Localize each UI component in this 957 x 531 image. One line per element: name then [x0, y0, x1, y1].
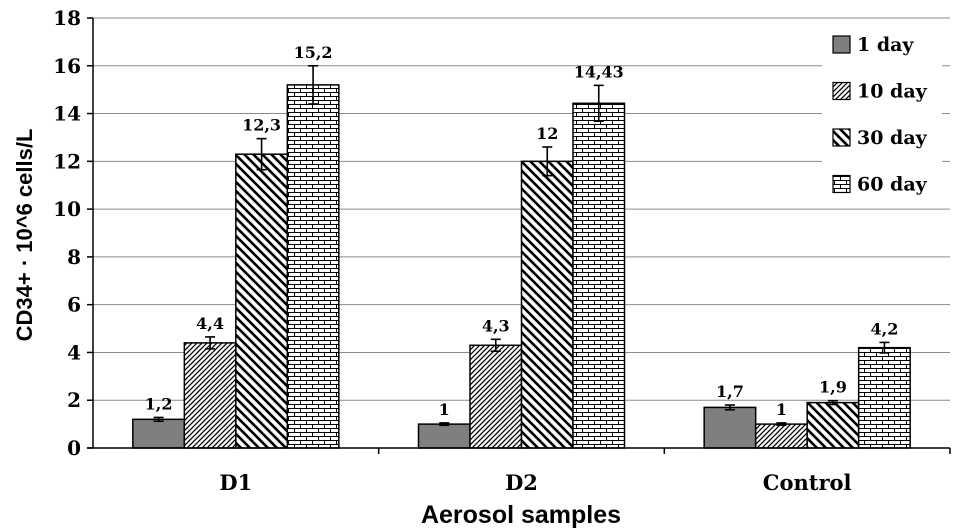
data-label: 1,2 [145, 394, 173, 413]
data-label: 12 [536, 124, 558, 143]
legend-swatch [832, 35, 851, 54]
y-tick-label: 0 [67, 436, 81, 460]
y-tick-label: 6 [67, 293, 81, 317]
legend-label: 60 day [857, 174, 928, 196]
data-label: 1,9 [819, 378, 847, 397]
bar-30-day-d2 [520, 160, 574, 449]
data-label: 1,7 [716, 382, 744, 401]
error-bars [153, 64, 890, 427]
bar-30-day-control [806, 401, 860, 449]
bar-1-day-d1 [132, 418, 186, 449]
y-tick-label: 4 [67, 340, 81, 364]
data-label: 14,43 [574, 62, 624, 81]
data-label: 1 [776, 400, 787, 419]
data-labels: 1,2 4,4 12,3 15,2 1 4,3 12 14,43 1,7 1 1,9 4,2 [145, 43, 899, 419]
legend-label: 10 day [857, 81, 928, 103]
bar-60-day-control [857, 346, 911, 449]
bar-60-day-d2 [572, 102, 626, 449]
x-category-label: D2 [505, 470, 538, 495]
bar-10-day-d2 [469, 344, 523, 449]
data-label: 15,2 [294, 43, 333, 62]
y-tick-label: 10 [53, 197, 81, 221]
bar-60-day-d1 [286, 84, 340, 449]
x-category-label: Control [763, 470, 852, 495]
bar-10-day-d1 [183, 342, 237, 449]
bar-1-day-control [703, 406, 757, 449]
legend-label: 1 day [857, 34, 914, 56]
y-tick-label: 14 [53, 102, 81, 126]
legend: 1 day 10 day 30 day 60 day [822, 25, 942, 203]
data-label: 1 [439, 400, 450, 419]
legend-label: 30 day [857, 127, 928, 149]
legend-swatch [832, 174, 851, 194]
x-category-label: D1 [219, 470, 252, 495]
y-tick-label: 12 [53, 149, 81, 173]
y-tick-label: 8 [67, 245, 81, 269]
legend-swatch [832, 81, 851, 101]
data-label: 4,4 [196, 314, 224, 333]
y-tick-label: 2 [67, 388, 81, 412]
bar-1-day-d2 [417, 423, 471, 449]
data-label: 4,3 [482, 316, 510, 335]
bar-10-day-control [754, 423, 808, 449]
legend-box [822, 25, 942, 203]
y-tick-label: 16 [53, 54, 81, 78]
x-axis-categories: D1 D2 Control [219, 448, 951, 495]
legend-swatch [832, 128, 851, 147]
data-label: 4,2 [870, 319, 898, 338]
y-axis-ticks: 0 2 4 6 8 10 12 14 16 18 [53, 6, 93, 460]
data-label: 12,3 [242, 116, 281, 135]
y-axis-title: CD34+ · 10^6 cells/L [12, 129, 37, 342]
bar-30-day-d1 [235, 153, 289, 449]
y-tick-label: 18 [53, 6, 81, 30]
bar-series [132, 84, 911, 449]
x-axis-title: Aerosol samples [421, 501, 621, 529]
